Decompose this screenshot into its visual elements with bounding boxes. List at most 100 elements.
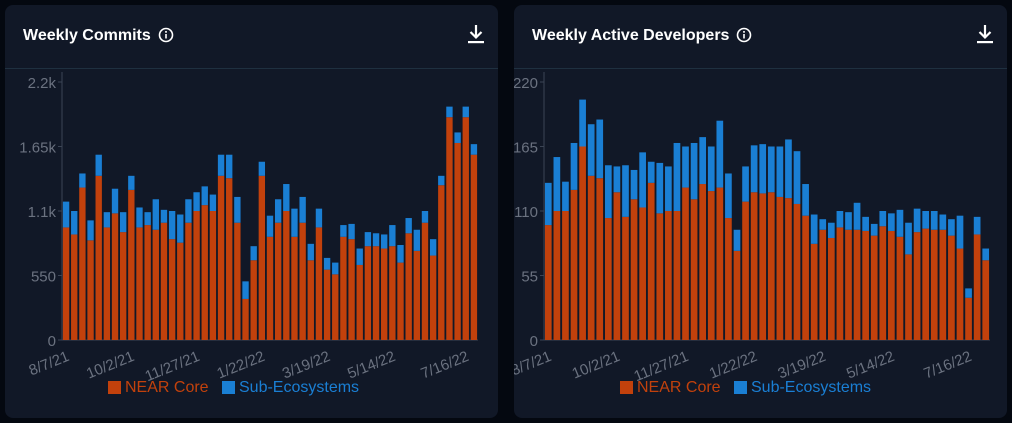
bar-sub-ecosystems xyxy=(553,157,561,211)
weekly-commits-card: Weekly Commits 0 550 1.1k 1.65k 2.2k 8/7/21 10… xyxy=(5,5,498,418)
x-tick-label: 1/22/22 xyxy=(215,348,268,383)
bar-sub-ecosystems xyxy=(381,234,388,249)
bar-near-core xyxy=(725,218,732,340)
bar-near-core xyxy=(429,255,437,340)
bar-sub-ecosystems xyxy=(136,207,143,228)
bar-near-core xyxy=(767,192,775,340)
bar-sub-ecosystems xyxy=(438,175,445,186)
x-tick-label: 7/16/22 xyxy=(419,348,472,383)
bar-sub-ecosystems xyxy=(759,144,767,194)
bar-sub-ecosystems xyxy=(716,120,724,188)
bar-sub-ecosystems xyxy=(956,215,964,249)
bar-sub-ecosystems xyxy=(120,212,127,233)
bar-sub-ecosystems xyxy=(802,184,809,216)
bar-sub-ecosystems xyxy=(742,166,749,202)
bar-near-core xyxy=(544,225,552,340)
bar-sub-ecosystems xyxy=(103,212,111,228)
bar-near-core xyxy=(948,235,955,340)
bar-sub-ecosystems xyxy=(226,154,233,179)
bar-near-core xyxy=(613,192,621,340)
bar-sub-ecosystems xyxy=(454,132,461,143)
bar-near-core xyxy=(750,192,758,340)
bar-near-core xyxy=(639,207,646,340)
download-icon[interactable] xyxy=(976,24,994,44)
bar-sub-ecosystems xyxy=(570,142,578,190)
bar-near-core xyxy=(785,198,792,340)
bar-sub-ecosystems xyxy=(587,124,595,176)
bar-sub-ecosystems xyxy=(836,211,844,228)
y-tick-label: 220 xyxy=(514,75,538,92)
bar-near-core xyxy=(454,142,461,340)
info-icon[interactable] xyxy=(736,27,752,43)
weekly-developers-header: Weekly Active Developers xyxy=(514,5,1007,69)
bar-near-core xyxy=(604,218,612,340)
bar-sub-ecosystems xyxy=(819,219,827,230)
y-tick-label: 550 xyxy=(31,269,56,286)
weekly-commits-title: Weekly Commits xyxy=(23,27,174,45)
bar-sub-ecosystems xyxy=(71,211,78,235)
bar-sub-ecosystems xyxy=(266,215,274,237)
bar-near-core xyxy=(733,250,741,340)
bar-sub-ecosystems xyxy=(356,248,363,265)
y-tick-label: 1.1k xyxy=(28,204,57,221)
bar-sub-ecosystems xyxy=(364,232,372,247)
bar-sub-ecosystems xyxy=(793,151,801,204)
x-tick-label: 1/22/22 xyxy=(707,348,760,383)
bar-near-core xyxy=(438,185,445,340)
bar-sub-ecosystems xyxy=(827,222,835,238)
bar-sub-ecosystems xyxy=(673,142,681,211)
download-icon[interactable] xyxy=(467,24,485,44)
bar-near-core xyxy=(553,211,561,340)
bar-near-core xyxy=(562,211,569,340)
bar-near-core xyxy=(922,228,930,340)
bar-sub-ecosystems xyxy=(982,248,990,261)
bar-near-core xyxy=(152,229,159,340)
bar-sub-ecosystems xyxy=(888,213,895,231)
bar-near-core xyxy=(596,178,604,340)
bar-sub-ecosystems xyxy=(307,243,314,261)
bar-sub-ecosystems xyxy=(258,161,266,176)
x-tick-label: 7/16/22 xyxy=(921,348,974,383)
bar-sub-ecosystems xyxy=(939,214,947,230)
bar-sub-ecosystems xyxy=(965,288,972,298)
weekly-developers-card: Weekly Active Developers 0 55 110 165 220 8/7… xyxy=(514,5,1007,418)
bar-near-core xyxy=(656,213,664,340)
bar-near-core xyxy=(79,187,86,340)
bar-near-core xyxy=(896,236,904,340)
bar-near-core xyxy=(742,201,749,340)
bar-near-core xyxy=(340,236,347,340)
bar-near-core xyxy=(283,211,290,340)
bar-near-core xyxy=(905,254,912,340)
bar-sub-ecosystems xyxy=(630,169,638,200)
bar-sub-ecosystems xyxy=(579,99,586,147)
bar-sub-ecosystems xyxy=(622,165,629,217)
bar-near-core xyxy=(323,269,331,340)
weekly-commits-title-text: Weekly Commits xyxy=(23,27,151,44)
bar-near-core xyxy=(128,189,135,340)
bar-sub-ecosystems xyxy=(682,146,689,188)
legend-label-sub-ecosystems: Sub-Ecosystems xyxy=(239,379,359,396)
bar-sub-ecosystems xyxy=(870,223,878,236)
bar-sub-ecosystems xyxy=(879,211,887,227)
bar-near-core xyxy=(622,216,629,340)
x-tick-label: 8/7/21 xyxy=(27,348,72,379)
bar-near-core xyxy=(381,248,388,340)
bar-sub-ecosystems xyxy=(62,201,70,228)
bar-near-core xyxy=(209,211,217,340)
bar-sub-ecosystems xyxy=(604,165,612,219)
bar-near-core xyxy=(193,211,200,340)
info-icon[interactable] xyxy=(158,27,174,43)
bar-near-core xyxy=(982,260,990,340)
bar-near-core xyxy=(185,222,192,340)
legend-swatch-near-core xyxy=(108,381,121,394)
bar-near-core xyxy=(870,235,878,340)
bar-sub-ecosystems xyxy=(767,146,775,193)
bar-near-core xyxy=(845,229,852,340)
bar-near-core xyxy=(372,246,380,340)
bar-sub-ecosystems xyxy=(152,199,159,230)
bar-near-core xyxy=(421,222,429,340)
x-tick-label: 5/14/22 xyxy=(345,348,398,383)
bar-sub-ecosystems xyxy=(299,196,306,223)
bar-near-core xyxy=(226,178,233,340)
bar-sub-ecosystems xyxy=(429,239,437,256)
